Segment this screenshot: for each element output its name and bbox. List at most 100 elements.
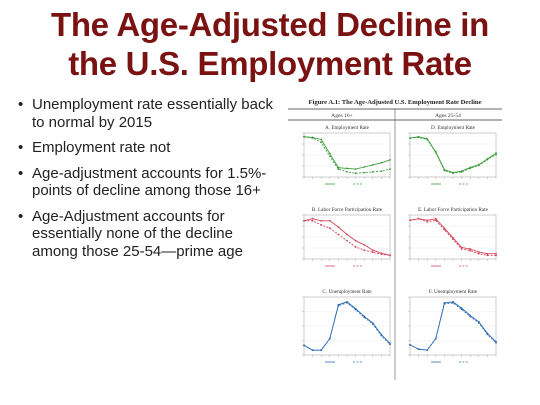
data-point <box>460 170 463 173</box>
bullet-list: Unemployment rate essentially back to no… <box>18 96 280 268</box>
data-point <box>426 220 429 223</box>
data-point <box>354 246 357 248</box>
panel-title: A. Employment Rate <box>325 125 370 131</box>
data-point <box>452 301 454 304</box>
data-point <box>409 137 411 140</box>
data-point <box>346 171 348 173</box>
data-point <box>389 254 391 257</box>
data-point <box>311 219 314 222</box>
data-point <box>426 219 429 222</box>
data-point <box>328 155 331 158</box>
data-point <box>303 219 305 222</box>
data-point <box>469 167 472 170</box>
data-point <box>434 219 437 222</box>
data-point <box>363 249 366 251</box>
data-point <box>363 243 366 246</box>
column-header-ages-25-54: Ages 25-54 <box>435 113 461 119</box>
bullet-item: Age-adjustment accounts for 1.5%-points … <box>18 165 280 200</box>
data-point <box>389 343 391 346</box>
column-header-ages-16-plus: Ages 16+ <box>331 113 353 119</box>
data-point <box>434 151 437 154</box>
data-point <box>320 224 323 226</box>
data-point <box>320 141 323 144</box>
data-point <box>495 341 497 344</box>
data-point <box>486 254 489 257</box>
data-point <box>417 136 420 139</box>
data-point <box>380 253 383 256</box>
data-point <box>443 303 446 305</box>
data-point <box>477 164 480 167</box>
data-point <box>469 249 472 252</box>
data-point <box>337 304 340 307</box>
bullet-item: Age-Adjustment accounts for essentially … <box>18 208 280 261</box>
data-point <box>486 158 489 161</box>
data-point <box>303 344 305 347</box>
data-point <box>380 161 383 164</box>
data-point <box>337 233 340 236</box>
data-point <box>328 152 331 155</box>
data-point <box>346 301 348 304</box>
panel-title: C. Unemployment Rate <box>322 289 372 295</box>
panel-title: E. Labor Force Participation Rate <box>418 207 489 213</box>
data-point <box>354 239 357 242</box>
data-point <box>389 168 391 171</box>
data-point <box>409 344 411 346</box>
data-point <box>311 349 314 352</box>
data-point <box>337 226 340 228</box>
series-line <box>409 302 497 351</box>
slide-title-line-1: The Age-Adjusted Decline in <box>50 6 490 43</box>
data-point <box>354 308 357 311</box>
data-point <box>346 167 348 170</box>
data-point <box>426 138 429 141</box>
data-point <box>460 248 463 250</box>
data-point <box>417 348 420 351</box>
data-point <box>460 246 463 249</box>
data-point <box>371 249 374 251</box>
data-point <box>363 316 366 319</box>
data-point <box>426 349 429 352</box>
data-point <box>486 333 489 336</box>
data-point <box>328 219 331 222</box>
data-point <box>363 166 366 168</box>
data-point <box>328 337 331 340</box>
data-point <box>371 163 374 166</box>
data-point <box>346 239 348 242</box>
data-point <box>380 170 383 173</box>
data-point <box>477 251 480 254</box>
series-line <box>409 136 497 174</box>
bullet-item: Unemployment rate essentially back to no… <box>18 96 280 131</box>
data-point <box>443 228 446 231</box>
data-point <box>452 172 454 175</box>
data-point <box>354 172 357 175</box>
data-point <box>443 169 446 172</box>
data-point <box>363 171 366 174</box>
data-point <box>460 308 463 311</box>
slide-title-line-2: the U.S. Employment Rate <box>68 45 472 82</box>
data-point <box>311 217 314 220</box>
data-point <box>495 254 497 257</box>
data-point <box>371 323 374 325</box>
panel-title: F. Unemployment Rate <box>429 289 478 295</box>
data-point <box>311 137 314 139</box>
data-point <box>495 153 497 156</box>
data-point <box>389 159 391 161</box>
data-point <box>417 217 420 220</box>
data-point <box>346 233 348 236</box>
data-point <box>354 168 357 171</box>
data-point <box>495 152 497 155</box>
data-point <box>477 321 480 324</box>
data-point <box>380 334 383 337</box>
data-point <box>337 168 340 171</box>
panel-title: B. Labor Force Participation Rate <box>312 207 383 213</box>
data-point <box>469 248 472 250</box>
data-point <box>320 138 323 141</box>
data-point <box>434 217 437 220</box>
data-point <box>452 238 454 241</box>
panel-title: D. Employment Rate <box>431 125 476 131</box>
data-point <box>371 251 374 254</box>
bullet-item: Employment rate not <box>18 139 280 157</box>
data-point <box>328 227 331 229</box>
data-point <box>409 219 411 222</box>
data-point <box>469 315 472 318</box>
series-line <box>303 302 391 351</box>
